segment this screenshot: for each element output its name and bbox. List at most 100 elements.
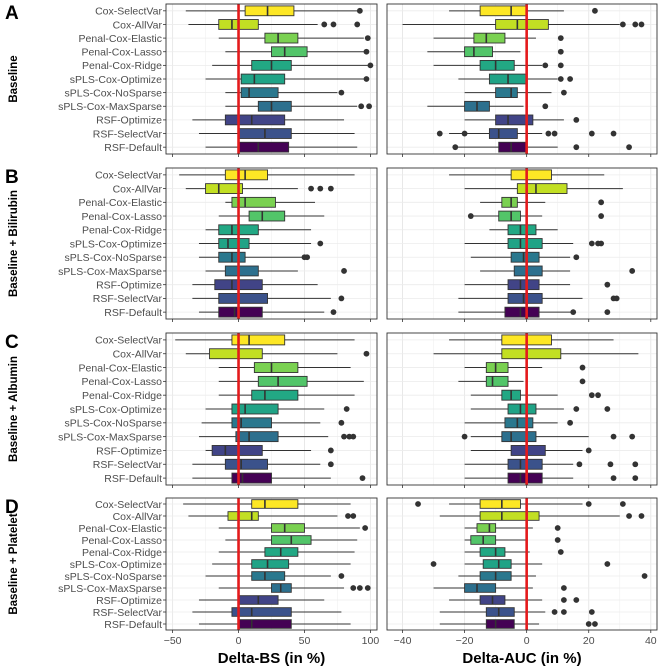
panel-d-col1 <box>165 497 378 633</box>
outlier-point <box>363 48 370 55</box>
box-iqr <box>271 46 308 58</box>
box-iqr <box>253 362 299 373</box>
outlier-point <box>364 35 371 41</box>
outlier-point <box>557 48 564 55</box>
box-iqr <box>495 87 518 98</box>
box-spls-cox-nosparse <box>205 571 345 581</box>
box-iqr <box>510 251 540 263</box>
panel-c-col2 <box>386 332 658 488</box>
box-penal-cox-elastic <box>218 362 351 373</box>
box-spls-cox-nosparse <box>464 417 574 429</box>
outlier-point <box>359 475 366 481</box>
outlier-point <box>585 621 592 627</box>
panel-letter: D <box>5 497 19 518</box>
box-iqr <box>485 362 509 373</box>
box-iqr <box>479 5 528 17</box>
outlier-point <box>598 199 605 206</box>
box-iqr <box>231 334 286 346</box>
category-label: RSF-SelectVar <box>93 128 163 140</box>
outlier-point <box>560 585 567 591</box>
outlier-point <box>573 406 580 412</box>
box-penal-cox-lasso <box>458 375 586 387</box>
box-iqr <box>464 583 497 593</box>
box-iqr <box>495 114 534 126</box>
box-iqr <box>231 607 292 617</box>
outlier-point <box>560 597 567 603</box>
outlier-point <box>545 130 552 137</box>
category-label: Penal-Cox-Elastic <box>79 33 162 45</box>
box-iqr <box>485 619 515 629</box>
box-iqr <box>485 607 515 617</box>
row-title: Baseline + Albumin <box>8 356 20 462</box>
box-iqr <box>231 196 276 208</box>
box-iqr <box>248 210 286 222</box>
box-rsf-default <box>205 141 358 153</box>
box-rsf-default <box>464 472 639 484</box>
outlier-point <box>604 406 611 412</box>
outlier-point <box>641 573 648 579</box>
outlier-point <box>343 406 350 412</box>
box-rsf-selectvar <box>439 607 595 617</box>
box-iqr <box>209 348 263 360</box>
box-spls-cox-optimize <box>205 403 350 415</box>
outlier-point <box>317 240 324 247</box>
outlier-point <box>557 76 564 82</box>
box-iqr <box>482 559 512 569</box>
outlier-point <box>452 144 459 151</box>
panel-c-col1 <box>165 332 378 488</box>
category-label: RSF-Optimize <box>96 445 162 457</box>
x-tick-label: 20 <box>583 635 595 647</box>
outlier-point <box>573 254 580 261</box>
category-label: Penal-Cox-Ridge <box>82 225 162 237</box>
box-penal-cox-lasso <box>225 535 358 545</box>
outlier-point <box>613 295 620 302</box>
outlier-point <box>610 475 617 481</box>
category-label: Penal-Cox-Ridge <box>82 390 162 402</box>
outlier-point <box>364 585 371 591</box>
box-rsf-optimize <box>464 114 580 126</box>
box-iqr <box>218 306 263 318</box>
outlier-point <box>356 585 363 591</box>
outlier-point <box>573 117 580 123</box>
box-iqr <box>501 431 537 443</box>
box-spls-cox-maxsparse <box>461 431 636 443</box>
box-spls-cox-optimize <box>212 559 351 569</box>
panel-border <box>386 3 658 155</box>
box-iqr <box>479 60 515 71</box>
box-iqr <box>205 183 243 194</box>
box-spls-cox-nosparse <box>201 417 345 429</box>
outlier-point <box>585 447 592 454</box>
box-cox-allvar <box>464 183 623 194</box>
outlier-point <box>542 103 549 110</box>
outlier-point <box>567 76 574 82</box>
outlier-point <box>338 573 345 579</box>
outlier-point <box>354 21 361 28</box>
box-iqr <box>510 169 552 181</box>
box-iqr <box>513 265 543 277</box>
category-label: Penal-Cox-Elastic <box>79 197 162 209</box>
outlier-point <box>330 309 337 316</box>
box-rsf-default <box>439 619 598 629</box>
category-label: RSF-Default <box>104 619 162 631</box>
box-penal-cox-elastic <box>218 32 371 44</box>
box-spls-cox-nosparse <box>464 87 567 98</box>
outlier-point <box>560 609 567 615</box>
x-tick-label: 40 <box>645 635 657 647</box>
box-rsf-default <box>452 141 632 153</box>
x-tick-label: 50 <box>299 635 311 647</box>
outlier-point <box>467 213 474 219</box>
outlier-point <box>598 240 605 247</box>
outlier-point <box>588 392 595 399</box>
box-rsf-selectvar <box>436 128 617 139</box>
category-label: Penal-Cox-Lasso <box>81 535 162 547</box>
outlier-point <box>461 433 468 440</box>
box-iqr <box>495 19 549 30</box>
box-rsf-selectvar <box>192 458 334 470</box>
category-label: RSF-SelectVar <box>93 459 163 471</box>
box-cox-selectvar <box>183 499 351 509</box>
box-iqr <box>507 472 543 484</box>
box-spls-cox-optimize <box>198 238 324 249</box>
outlier-point <box>308 185 314 192</box>
box-iqr <box>240 73 286 85</box>
box-spls-cox-maxsparse <box>433 583 567 593</box>
